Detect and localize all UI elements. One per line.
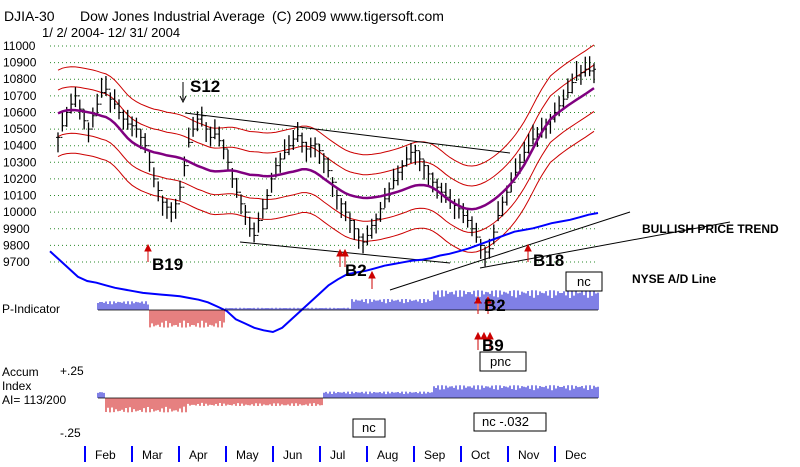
month-label: Jun <box>283 448 302 462</box>
buy-arrow <box>341 248 349 267</box>
pnc-box: pnc <box>490 354 511 369</box>
price-tick-label: 10400 <box>3 139 37 153</box>
price-tick-label: 10900 <box>3 56 37 70</box>
signal-b2-oct: B2 <box>484 296 506 315</box>
price-tick-label: 10800 <box>3 72 37 86</box>
ticker-label: DJIA-30 <box>4 8 55 24</box>
price-tick-label: 9800 <box>3 238 30 252</box>
signal-b2-jul: B2 <box>345 261 367 280</box>
month-label: Dec <box>565 448 586 462</box>
month-label: Nov <box>518 448 539 462</box>
price-tick-label: 10500 <box>3 122 37 136</box>
month-label: Aug <box>377 448 398 462</box>
price-tick-label: 10600 <box>3 105 37 119</box>
resistance-line <box>184 112 511 154</box>
month-label: May <box>236 448 259 462</box>
month-label: Mar <box>142 448 163 462</box>
date-range: 1/ 2/ 2004- 12/ 31/ 2004 <box>42 25 180 40</box>
month-axis: Feb Mar Apr May Jun Jul Aug Sep Oct Nov Dec <box>84 446 586 462</box>
index-name: Dow Jones Industrial Average <box>80 8 265 24</box>
nc-box-2-frame <box>352 418 386 438</box>
price-tick-label: 9700 <box>3 255 30 269</box>
index-label: Index <box>2 379 31 393</box>
sell-arrow <box>179 82 187 104</box>
moving-average <box>57 87 595 211</box>
accumulation-histogram <box>97 385 599 413</box>
upper-band-inner <box>57 64 595 187</box>
moving-average-line <box>57 87 595 211</box>
buy-arrow <box>480 331 488 350</box>
p-indicator-label: P-Indicator <box>2 302 60 316</box>
price-bars <box>56 56 596 267</box>
accum-label: Accum <box>2 365 39 379</box>
ad-line-path <box>49 212 599 334</box>
nc-box-1-frame <box>565 271 603 292</box>
ai-label: AI= 113/200 <box>2 393 66 407</box>
buy-arrow <box>486 331 494 350</box>
buy-arrow <box>336 248 344 267</box>
price-tick-label: 10200 <box>3 172 37 186</box>
bollinger-bands <box>57 44 595 253</box>
nyse-ad-line <box>49 212 599 334</box>
nc-box-2: nc <box>362 420 376 435</box>
lower-band-inner <box>57 110 595 234</box>
signal-b9: B9 <box>482 336 504 355</box>
buy-arrow <box>368 270 376 289</box>
price-tick-label: 9900 <box>3 222 30 236</box>
month-label: Oct <box>471 448 490 462</box>
bullish-trendline-1 <box>389 211 631 291</box>
lower-band-outer <box>57 130 595 253</box>
nc-box-3-frame <box>473 412 547 432</box>
price-tick-label: 11000 <box>3 39 36 53</box>
signal-b18: B18 <box>533 251 564 270</box>
buy-arrow <box>524 243 532 262</box>
nc-box-3: nc -.032 <box>482 414 529 429</box>
p-indicator-histogram <box>97 290 599 328</box>
price-tick-label: 10300 <box>3 155 37 169</box>
copyright: (C) 2009 www.tigersoft.com <box>272 8 444 24</box>
trendline-label: BULLISH PRICE TREND <box>642 222 779 236</box>
buy-arrow <box>474 331 482 350</box>
buy-arrow <box>474 295 482 314</box>
price-tick-label: 10700 <box>3 89 37 103</box>
nyse-ad-label: NYSE A/D Line <box>632 272 717 286</box>
price-tick-label: 10000 <box>3 205 37 219</box>
buy-arrow <box>144 243 152 262</box>
pnc-box-frame <box>479 351 527 372</box>
month-label: Jul <box>330 448 345 462</box>
month-label: Apr <box>189 448 208 462</box>
accum-bottom: -.25 <box>60 426 81 440</box>
buy-arrow <box>484 295 492 314</box>
nc-box-1: nc <box>577 274 591 289</box>
price-axis-ticks: 11000 10900 10800 10700 10600 10500 10400 10300… <box>3 39 37 269</box>
month-label: Feb <box>95 448 116 462</box>
month-label: Sep <box>424 448 446 462</box>
price-tick-label: 10100 <box>3 189 37 203</box>
accum-top: +.25 <box>60 364 84 378</box>
signal-arrows <box>144 82 532 350</box>
signal-s12: S12 <box>190 77 220 96</box>
bullish-trendline-2 <box>479 221 731 269</box>
upper-band-outer <box>57 44 595 167</box>
signal-b19: B19 <box>152 255 183 274</box>
